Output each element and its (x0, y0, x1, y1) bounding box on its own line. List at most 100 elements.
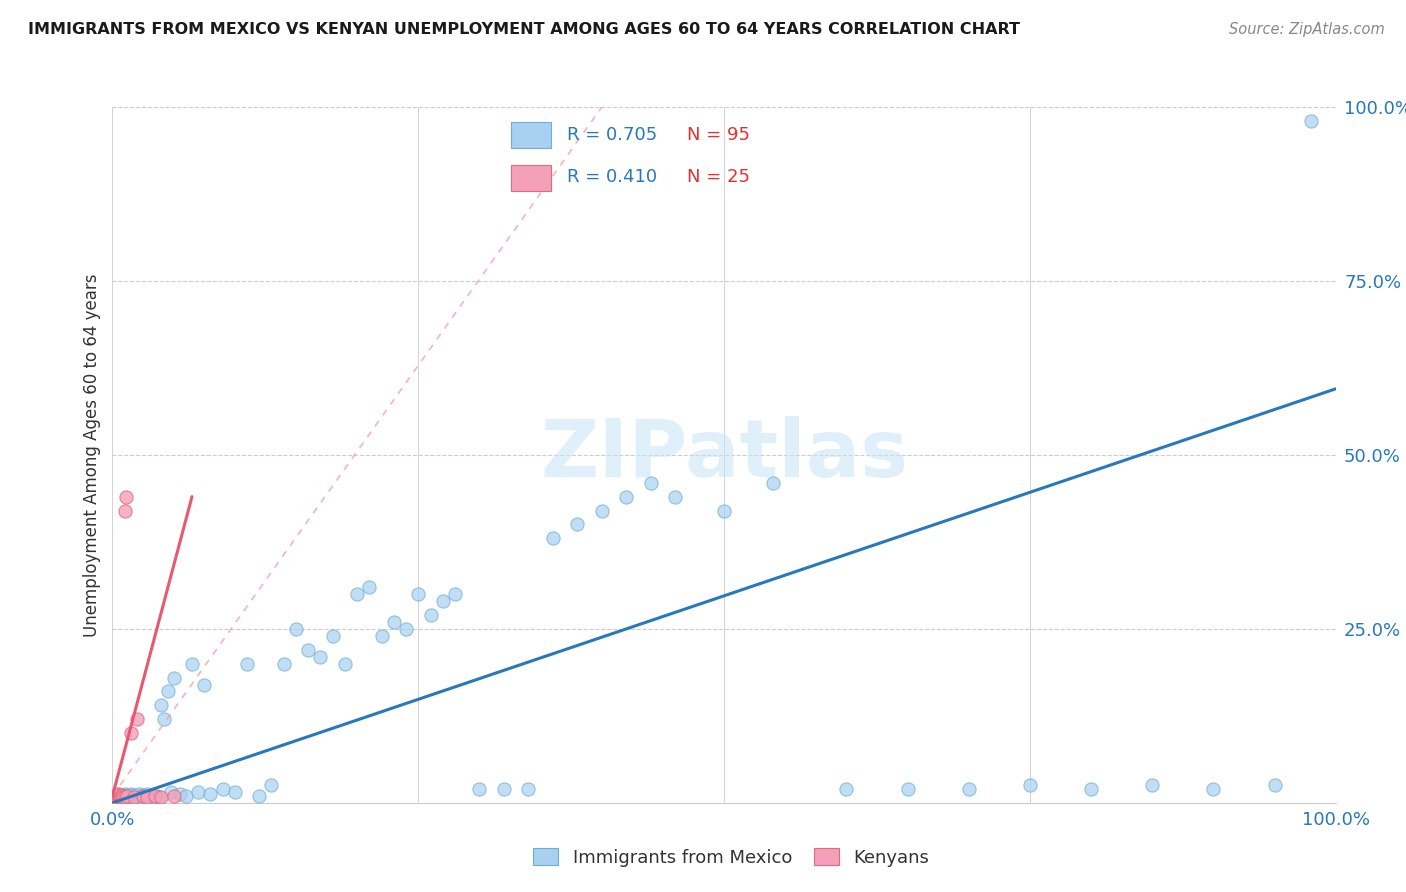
Point (762, 475, 785, 490)
Point (111, 790, 134, 805)
Point (120, 789, 142, 804)
Point (187, 785, 209, 799)
Point (297, 642, 319, 657)
Point (322, 629, 344, 643)
Point (122, 789, 145, 803)
Point (108, 791, 131, 805)
Point (107, 788, 129, 802)
Point (141, 788, 163, 802)
Text: ZIPatlas: ZIPatlas (540, 416, 908, 494)
Point (136, 789, 159, 804)
Point (115, 790, 138, 805)
Point (382, 615, 405, 629)
Point (1142, 778, 1164, 792)
Point (432, 594, 454, 608)
Point (309, 649, 332, 664)
Point (492, 781, 515, 796)
Text: R = 0.410: R = 0.410 (567, 169, 657, 186)
Point (114, 789, 136, 804)
Point (111, 789, 134, 803)
Point (359, 580, 381, 594)
Point (370, 629, 392, 643)
Point (664, 490, 686, 504)
Point (115, 789, 138, 803)
Point (174, 789, 197, 803)
Point (115, 789, 138, 803)
Point (143, 789, 166, 803)
Point (614, 490, 637, 504)
Point (247, 789, 270, 803)
Point (104, 790, 127, 805)
Y-axis label: Unemployment Among Ages 60 to 64 years: Unemployment Among Ages 60 to 64 years (83, 273, 101, 637)
FancyBboxPatch shape (512, 122, 551, 148)
Point (135, 790, 157, 805)
Point (120, 788, 142, 802)
Point (236, 657, 259, 671)
Text: N = 95: N = 95 (686, 126, 749, 145)
Point (200, 787, 222, 801)
Text: R = 0.705: R = 0.705 (567, 126, 658, 145)
Point (118, 791, 141, 805)
Point (160, 785, 183, 799)
Point (105, 789, 128, 803)
Point (211, 781, 233, 796)
Point (112, 789, 135, 803)
Point (150, 790, 173, 805)
Point (114, 503, 136, 517)
Point (112, 789, 135, 804)
Point (110, 791, 132, 805)
Point (135, 788, 157, 802)
Point (128, 788, 150, 802)
Point (134, 790, 156, 805)
Point (713, 503, 735, 517)
Point (117, 788, 139, 802)
Point (150, 698, 173, 713)
Point (117, 790, 139, 805)
Point (114, 790, 136, 805)
Point (143, 789, 166, 804)
Point (273, 657, 295, 671)
Point (125, 789, 148, 804)
Point (120, 726, 142, 740)
Point (125, 789, 148, 803)
Point (1301, 114, 1323, 128)
Point (122, 791, 145, 805)
Point (115, 789, 138, 804)
Point (169, 788, 191, 802)
Point (112, 791, 135, 805)
Point (224, 785, 246, 799)
Point (105, 789, 128, 803)
Point (125, 712, 148, 726)
Point (1264, 778, 1286, 792)
Point (419, 607, 441, 622)
Legend: Immigrants from Mexico, Kenyans: Immigrants from Mexico, Kenyans (526, 841, 936, 874)
Point (121, 790, 143, 805)
Point (333, 657, 356, 671)
Point (163, 671, 186, 685)
Point (284, 622, 308, 636)
Point (591, 503, 613, 517)
Point (105, 789, 128, 804)
Point (107, 790, 129, 805)
Point (346, 587, 368, 601)
Point (131, 791, 153, 805)
Point (145, 789, 167, 803)
Point (107, 790, 129, 805)
Point (114, 788, 136, 802)
Point (108, 789, 131, 803)
Point (134, 789, 156, 803)
Point (1018, 778, 1040, 792)
Point (408, 587, 430, 601)
Point (897, 781, 920, 796)
FancyBboxPatch shape (512, 165, 551, 191)
Point (517, 781, 540, 796)
Text: Source: ZipAtlas.com: Source: ZipAtlas.com (1229, 22, 1385, 37)
Point (111, 788, 134, 802)
Point (110, 789, 132, 804)
Text: N = 25: N = 25 (686, 169, 749, 186)
Point (105, 791, 128, 805)
Point (1202, 781, 1225, 796)
Point (395, 622, 418, 636)
Point (468, 781, 491, 796)
Point (108, 789, 131, 804)
